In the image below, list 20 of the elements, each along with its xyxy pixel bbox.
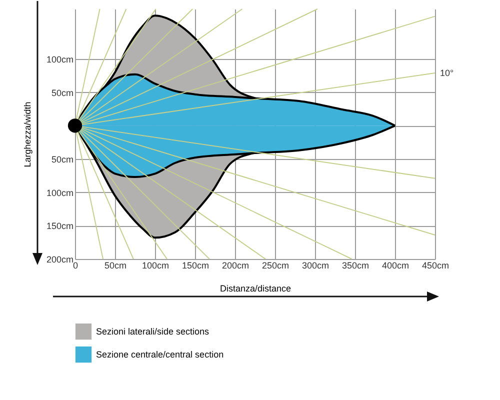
- x-tick-label: 0: [72, 260, 78, 270]
- y-tick-label: 100cm: [46, 188, 74, 198]
- x-axis-title: Distanza/distance: [220, 284, 292, 294]
- x-tick-label: 150cm: [182, 260, 210, 270]
- x-tick-label: 250cm: [262, 260, 290, 270]
- y-tick-label: 100cm: [46, 54, 74, 64]
- y-axis-title: Larghezza/width: [22, 102, 32, 168]
- x-tick-label: 100cm: [142, 260, 170, 270]
- y-tick-label: 50cm: [51, 88, 74, 98]
- y-tick-label: 50cm: [51, 154, 74, 164]
- legend-label: Sezioni laterali/side sections: [96, 326, 210, 336]
- x-tick-label: 350cm: [342, 260, 370, 270]
- legend-label: Sezione centrale/central section: [96, 350, 224, 360]
- x-tick-label: 450cm: [422, 260, 450, 270]
- x-tick-label: 200cm: [222, 260, 250, 270]
- x-tick-label: 400cm: [382, 260, 410, 270]
- x-tick-label: 300cm: [302, 260, 330, 270]
- x-tick-label: 50cm: [104, 260, 127, 270]
- annotation: 10°: [440, 68, 454, 78]
- y-tick-label: 150cm: [46, 221, 74, 232]
